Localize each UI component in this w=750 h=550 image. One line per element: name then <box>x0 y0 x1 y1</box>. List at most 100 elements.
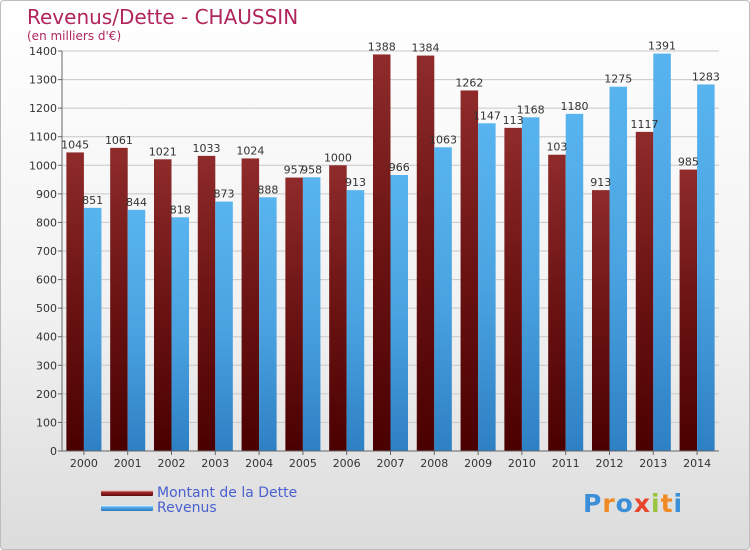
data-label-revenus: 1063 <box>429 133 457 146</box>
y-tick-label: 400 <box>36 331 57 344</box>
legend-swatch-dette <box>101 490 153 496</box>
bar-revenus <box>478 123 496 451</box>
legend-label-dette: Montant de la Dette <box>157 485 298 501</box>
y-tick-label: 700 <box>36 245 57 258</box>
bar-revenus <box>302 177 321 452</box>
x-tick-label: 2003 <box>201 457 229 470</box>
data-label-dette: 1117 <box>631 118 659 131</box>
chart-title: Revenus/Dette - CHAUSSIN <box>27 5 299 29</box>
data-label-revenus: 888 <box>257 183 278 196</box>
data-label-revenus: 873 <box>214 188 235 201</box>
x-tick-label: 2012 <box>596 457 624 470</box>
logo-letter: o <box>615 489 634 518</box>
bar-revenus <box>565 113 584 452</box>
data-label-revenus: 913 <box>345 176 366 189</box>
data-label-dette: 1262 <box>455 76 483 89</box>
bar-dette <box>416 55 435 451</box>
data-label-dette: 1061 <box>105 134 133 147</box>
bar-dette <box>548 154 566 451</box>
bar-revenus <box>434 147 452 452</box>
bar-dette <box>66 152 84 451</box>
bar-revenus <box>215 201 233 451</box>
bar-revenus <box>653 53 671 451</box>
data-label-revenus: 844 <box>126 196 147 209</box>
x-tick-label: 2008 <box>420 457 448 470</box>
bar-dette <box>504 127 522 452</box>
bar-revenus <box>390 175 409 451</box>
bar-revenus <box>171 217 190 451</box>
bar-revenus <box>609 86 628 452</box>
legend-label-revenus: Revenus <box>157 500 217 516</box>
bar-revenus <box>83 207 102 451</box>
data-label-dette: 957 <box>284 164 305 177</box>
y-tick-label: 1100 <box>29 131 57 144</box>
x-tick-label: 2002 <box>158 457 186 470</box>
y-tick-label: 500 <box>36 302 57 315</box>
bar-revenus <box>697 84 715 452</box>
x-tick-label: 2004 <box>245 457 273 470</box>
data-label-revenus: 1180 <box>560 100 588 113</box>
x-tick-label: 2000 <box>70 457 98 470</box>
bar-dette <box>591 190 610 451</box>
bar-dette <box>460 90 479 452</box>
bar-dette <box>329 165 347 452</box>
x-tick-label: 2001 <box>114 457 142 470</box>
y-tick-label: 200 <box>36 388 57 401</box>
data-label-revenus: 1283 <box>692 70 720 83</box>
x-tick-label: 2007 <box>377 457 405 470</box>
bar-dette <box>285 177 303 451</box>
data-label-revenus: 966 <box>389 161 410 174</box>
data-label-dette: 1384 <box>412 42 440 55</box>
legend-swatch-revenus <box>101 505 153 511</box>
data-label-dette: 1024 <box>236 144 264 157</box>
data-label-revenus: 851 <box>82 194 103 207</box>
y-tick-label: 600 <box>36 274 57 287</box>
bar-dette <box>241 158 260 451</box>
y-tick-label: 1400 <box>29 45 57 58</box>
data-label-dette: 1000 <box>324 151 352 164</box>
bar-dette <box>635 131 654 452</box>
x-tick-label: 2006 <box>333 457 361 470</box>
bar-revenus <box>521 117 540 451</box>
data-label-dette: 985 <box>678 156 699 169</box>
y-tick-label: 1200 <box>29 102 57 115</box>
data-label-dette: 1388 <box>368 40 396 53</box>
x-tick-label: 2013 <box>639 457 667 470</box>
bar-dette <box>153 159 172 452</box>
y-tick-label: 900 <box>36 188 57 201</box>
bar-dette <box>197 155 216 452</box>
logo-letter: x <box>633 489 651 518</box>
data-label-dette: 103 <box>546 141 567 154</box>
y-tick-label: 1300 <box>29 74 57 87</box>
chart-subtitle: (en milliers d'€) <box>27 29 122 43</box>
data-label-dette: 113 <box>503 114 524 127</box>
data-label-revenus: 958 <box>301 163 322 176</box>
data-label-revenus: 1275 <box>604 73 632 86</box>
x-tick-label: 2014 <box>683 457 711 470</box>
bar-revenus <box>127 209 146 451</box>
bar-revenus <box>259 197 277 451</box>
logo-letter: i <box>651 489 661 518</box>
x-tick-label: 2005 <box>289 457 317 470</box>
data-label-revenus: 1147 <box>473 109 501 122</box>
x-tick-label: 2010 <box>508 457 536 470</box>
data-label-dette: 1045 <box>61 138 89 151</box>
data-label-dette: 913 <box>590 176 611 189</box>
y-tick-label: 1000 <box>29 159 57 172</box>
logo-letter: r <box>602 489 616 518</box>
x-tick-label: 2009 <box>464 457 492 470</box>
data-label-dette: 1021 <box>149 145 177 158</box>
logo-letter: i <box>673 489 684 518</box>
bar-dette <box>679 169 698 451</box>
y-tick-label: 800 <box>36 216 57 229</box>
y-tick-label: 300 <box>36 359 57 372</box>
y-tick-label: 100 <box>36 416 57 429</box>
logo-letter: t <box>660 489 674 518</box>
data-label-revenus: 1391 <box>648 40 676 53</box>
bar-dette <box>372 54 391 452</box>
data-label-revenus: 818 <box>170 203 191 216</box>
y-tick-label: 0 <box>50 445 57 458</box>
data-label-dette: 1033 <box>193 142 221 155</box>
